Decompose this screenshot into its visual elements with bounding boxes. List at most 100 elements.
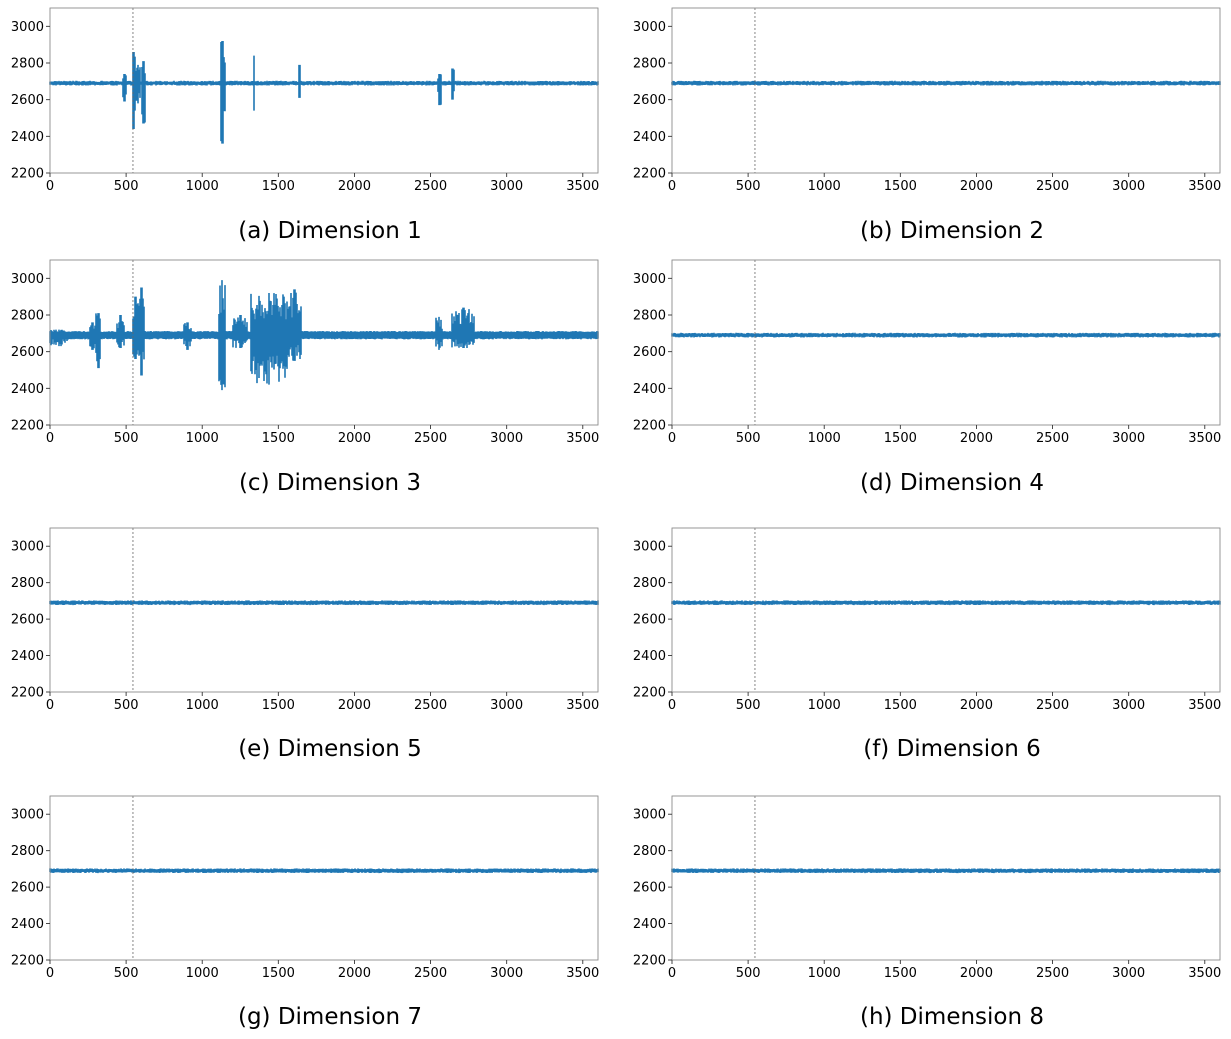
subfigure-caption: (f) Dimension 6: [863, 736, 1041, 762]
plot-frame: [671, 7, 1221, 174]
x-tick-label: 0: [668, 431, 676, 446]
x-tick-label: 0: [46, 179, 54, 194]
x-tick-label: 3500: [566, 966, 599, 981]
x-tick-label: 3500: [1188, 179, 1221, 194]
x-tick-label: 2000: [960, 966, 993, 981]
plot-frame: [671, 795, 1221, 961]
x-tick-label: 2500: [1036, 179, 1069, 194]
y-tick-label: 2800: [11, 576, 44, 591]
x-tick-label: 500: [736, 179, 761, 194]
chart-panel: 0 500 1000 1500 2000 2500 3000 3500 2200 2400 2600…: [633, 259, 1221, 446]
y-tick-label: 3000: [11, 272, 44, 287]
x-tick-label: 2000: [338, 179, 371, 194]
subfigure-caption: (e) Dimension 5: [238, 736, 422, 762]
plot-frame: [49, 795, 599, 961]
y-tick-label: 2600: [633, 881, 666, 896]
x-tick-label: 2500: [1036, 431, 1069, 446]
x-tick-label: 500: [114, 179, 139, 194]
y-tick-label: 2800: [11, 57, 44, 72]
y-tick-label: 2400: [633, 382, 666, 397]
x-tick-label: 500: [736, 698, 761, 713]
y-tick-label: 2800: [633, 576, 666, 591]
y-tick-label: 2200: [11, 686, 44, 701]
x-tick-label: 1000: [186, 179, 219, 194]
y-tick-label: 2400: [11, 649, 44, 664]
x-tick-label: 3000: [1112, 966, 1145, 981]
x-tick-label: 500: [736, 431, 761, 446]
series-line: [671, 868, 1221, 874]
series-line: [671, 600, 1221, 606]
y-tick-label: 3000: [633, 272, 666, 287]
x-tick-label: 2000: [338, 698, 371, 713]
x-tick-label: 3000: [1112, 431, 1145, 446]
y-tick-label: 2200: [11, 954, 44, 969]
line-chart: 0 500 1000 1500 2000 2500 3000 3500 2200 2400 2600…: [11, 7, 599, 194]
chart-panel: 0 500 1000 1500 2000 2500 3000 3500 2200 2400 2600…: [11, 7, 599, 194]
series-line: [49, 868, 599, 874]
y-tick-label: 2800: [633, 844, 666, 859]
plot-frame: [49, 259, 599, 426]
x-tick-label: 3000: [1112, 698, 1145, 713]
y-tick-label: 2200: [633, 954, 666, 969]
x-tick-label: 2000: [960, 179, 993, 194]
chart-panel: 0 500 1000 1500 2000 2500 3000 3500 2200 2400 2600…: [633, 795, 1221, 981]
x-tick-label: 3500: [566, 431, 599, 446]
y-tick-label: 2200: [11, 167, 44, 182]
x-tick-label: 3500: [1188, 966, 1221, 981]
subfigure-caption: (g) Dimension 7: [237, 1004, 423, 1030]
x-tick-label: 1500: [262, 698, 295, 713]
x-tick-label: 2500: [1036, 698, 1069, 713]
x-tick-label: 2500: [414, 966, 447, 981]
subfigure-caption: (b) Dimension 2: [859, 218, 1045, 244]
x-tick-label: 1500: [884, 698, 917, 713]
y-tick-label: 2200: [633, 419, 666, 434]
y-tick-label: 2800: [633, 309, 666, 324]
y-tick-label: 3000: [633, 540, 666, 555]
chart-panel: 0 500 1000 1500 2000 2500 3000 3500 2200 2400 2600…: [633, 527, 1221, 713]
x-tick-label: 1000: [186, 698, 219, 713]
x-tick-label: 2000: [960, 431, 993, 446]
series-line: [49, 600, 599, 606]
x-tick-label: 0: [668, 698, 676, 713]
x-tick-label: 2000: [960, 698, 993, 713]
y-tick-label: 2600: [11, 93, 44, 108]
line-chart: 0 500 1000 1500 2000 2500 3000 3500 2200 2400 2600…: [11, 527, 599, 713]
y-tick-label: 2400: [633, 649, 666, 664]
subfigure-caption: (a) Dimension 1: [238, 218, 422, 244]
x-tick-label: 2500: [414, 698, 447, 713]
x-tick-label: 1500: [262, 179, 295, 194]
line-chart: 0 500 1000 1500 2000 2500 3000 3500 2200 2400 2600…: [11, 259, 599, 446]
x-tick-label: 2000: [338, 431, 371, 446]
y-tick-label: 2200: [11, 419, 44, 434]
y-tick-label: 2800: [11, 309, 44, 324]
subfigure-caption: (c) Dimension 3: [238, 470, 422, 496]
series-line: [671, 332, 1221, 338]
x-tick-label: 1500: [262, 431, 295, 446]
x-tick-label: 0: [46, 431, 54, 446]
x-tick-label: 1000: [186, 966, 219, 981]
y-tick-label: 3000: [11, 20, 44, 35]
plot-frame: [49, 7, 599, 174]
x-tick-label: 1000: [808, 966, 841, 981]
y-tick-label: 2400: [633, 130, 666, 145]
line-chart: 0 500 1000 1500 2000 2500 3000 3500 2200 2400 2600…: [633, 259, 1221, 446]
x-tick-label: 1500: [884, 431, 917, 446]
x-tick-label: 0: [668, 966, 676, 981]
x-tick-label: 500: [736, 966, 761, 981]
x-tick-label: 0: [46, 966, 54, 981]
y-tick-label: 3000: [11, 540, 44, 555]
y-tick-label: 2600: [11, 345, 44, 360]
plot-frame: [671, 527, 1221, 693]
series-line: [49, 41, 599, 144]
series-line: [671, 80, 1221, 86]
subfigure-caption: (h) Dimension 8: [859, 1004, 1045, 1030]
x-tick-label: 1000: [808, 431, 841, 446]
x-tick-label: 3500: [566, 179, 599, 194]
x-tick-label: 3000: [490, 698, 523, 713]
x-tick-label: 1500: [884, 966, 917, 981]
series-line: [49, 280, 599, 391]
x-tick-label: 0: [46, 698, 54, 713]
x-tick-label: 2000: [338, 966, 371, 981]
y-tick-label: 2200: [633, 686, 666, 701]
